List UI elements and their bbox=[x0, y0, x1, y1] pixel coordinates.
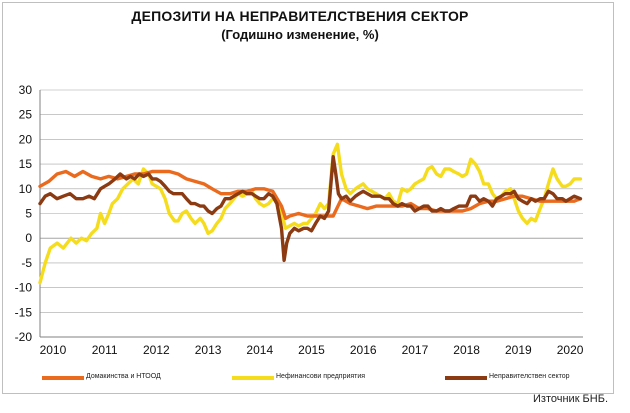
y-tick-label: 30 bbox=[19, 83, 33, 97]
x-tick-label: 2016 bbox=[350, 343, 377, 357]
x-tick-label: 2020 bbox=[557, 343, 584, 357]
series-line-1 bbox=[38, 142, 583, 285]
y-tick-label: -10 bbox=[15, 281, 33, 295]
series-line-2 bbox=[38, 155, 583, 263]
legend-label-nongovernment: Неправителствен сектор bbox=[489, 373, 570, 380]
grid-lines bbox=[40, 89, 583, 338]
legend-swatch-households bbox=[42, 376, 84, 380]
legend-item-nongovernment: Неправителствен сектор bbox=[445, 372, 605, 384]
y-tick-labels: 30 25 20 15 10 5 0 -5 -10 -15 -20 bbox=[15, 83, 33, 344]
x-tick-label: 2013 bbox=[195, 343, 222, 357]
y-tick-label: 20 bbox=[19, 132, 33, 146]
y-tick-label: -20 bbox=[15, 330, 33, 344]
axes bbox=[39, 90, 583, 338]
x-tick-label: 2015 bbox=[298, 343, 325, 357]
source-note: Източник БНБ. bbox=[533, 393, 608, 405]
y-tick-label: 10 bbox=[19, 182, 33, 196]
legend-swatch-nongovernment bbox=[445, 376, 487, 380]
legend-item-nonfinancial: Нефинансови предприятия bbox=[232, 372, 432, 384]
y-tick-label: -5 bbox=[21, 256, 32, 270]
x-tick-label: 2018 bbox=[453, 343, 480, 357]
legend-label-households: Домакинства и НТООД bbox=[86, 373, 161, 380]
x-tick-label: 2010 bbox=[40, 343, 67, 357]
legend-item-households: Домакинства и НТООД bbox=[42, 372, 242, 384]
x-tick-label: 2017 bbox=[402, 343, 429, 357]
legend-label-nonfinancial: Нефинансови предприятия bbox=[276, 373, 366, 380]
chart-subtitle: (Годишно изменение, %) bbox=[221, 27, 379, 42]
x-tick-label: 2011 bbox=[92, 343, 118, 357]
legend-swatch-nonfinancial bbox=[232, 376, 274, 380]
y-tick-label: 5 bbox=[25, 207, 32, 221]
chart-frame bbox=[2, 2, 614, 394]
x-tick-labels: 2010 2011 2012 2013 2014 2015 2016 2017 2018 2019… bbox=[40, 343, 584, 357]
series-line-0 bbox=[38, 169, 583, 221]
x-tick-label: 2014 bbox=[246, 343, 273, 357]
chart-title: ДЕПОЗИТИ НА НЕПРАВИТЕЛСТВЕНИЯ СЕКТОР bbox=[131, 8, 469, 24]
series-lines bbox=[38, 142, 583, 285]
y-tick-label: 0 bbox=[25, 231, 32, 245]
y-tick-label: 25 bbox=[19, 108, 33, 122]
x-tick-label: 2012 bbox=[143, 343, 170, 357]
x-tick-label: 2019 bbox=[505, 343, 532, 357]
y-tick-label: 15 bbox=[19, 157, 33, 171]
y-tick-label: -15 bbox=[15, 305, 33, 319]
